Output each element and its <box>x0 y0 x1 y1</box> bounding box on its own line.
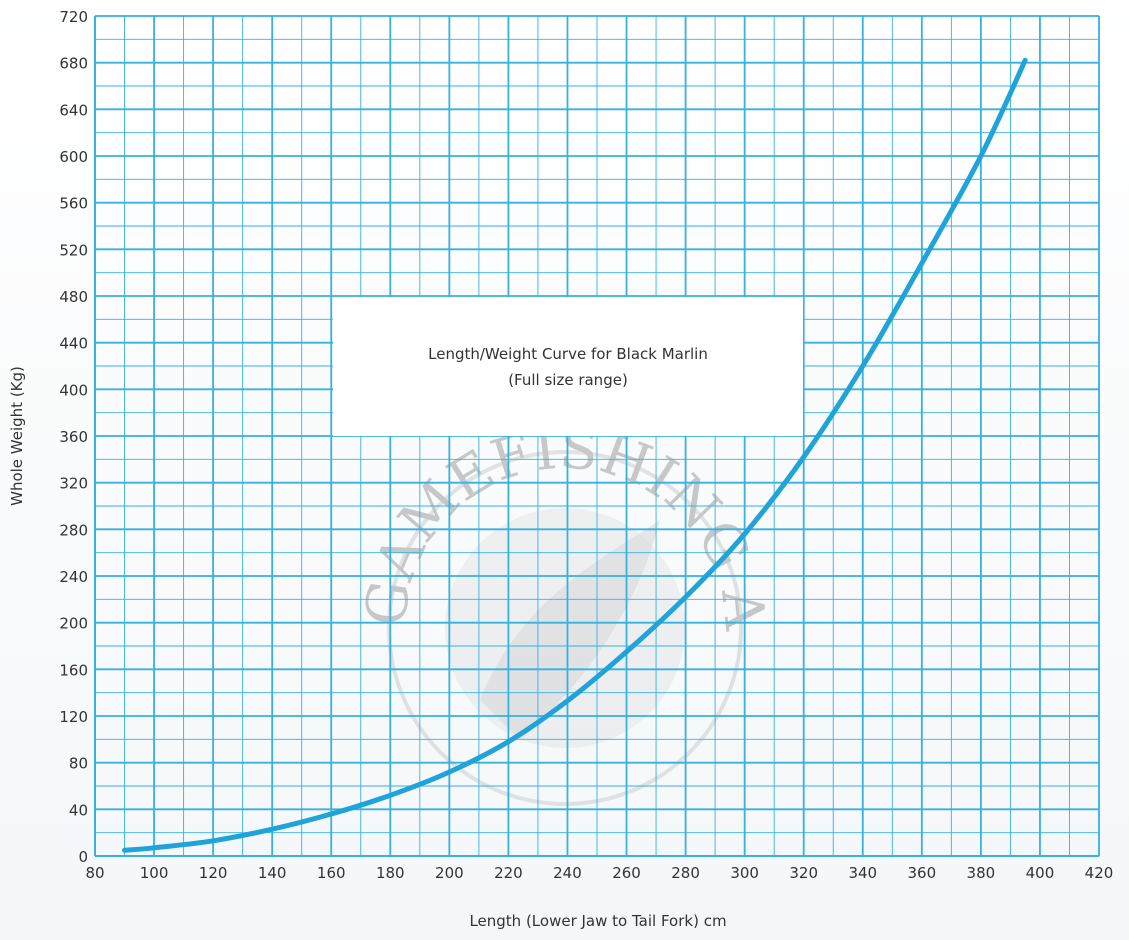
x-tick-label: 80 <box>85 864 104 882</box>
y-axis-label: Whole Weight (Kg) <box>8 366 26 506</box>
x-tick-label: 240 <box>553 864 582 882</box>
y-tick-label: 200 <box>59 615 88 633</box>
x-tick-label: 280 <box>671 864 700 882</box>
x-tick-label: 420 <box>1085 864 1114 882</box>
y-tick-label: 600 <box>59 148 88 166</box>
x-tick-label: 160 <box>317 864 346 882</box>
y-tick-label: 160 <box>59 661 88 679</box>
title-box <box>333 297 803 436</box>
chart-title: Length/Weight Curve for Black Marlin <box>428 345 708 363</box>
x-tick-label: 100 <box>140 864 169 882</box>
y-tick-label: 320 <box>59 475 88 493</box>
y-tick-label: 240 <box>59 568 88 586</box>
y-tick-label: 560 <box>59 195 88 213</box>
y-tick-label: 520 <box>59 241 88 259</box>
x-axis-label: Length (Lower Jaw to Tail Fork) cm <box>469 912 726 930</box>
x-tick-label: 360 <box>908 864 937 882</box>
x-tick-label: 340 <box>848 864 877 882</box>
x-tick-label: 120 <box>199 864 228 882</box>
x-tick-label: 140 <box>258 864 287 882</box>
y-tick-label: 120 <box>59 708 88 726</box>
y-tick-label: 80 <box>69 755 88 773</box>
y-tick-label: 720 <box>59 8 88 26</box>
chart-subtitle: (Full size range) <box>508 371 628 389</box>
x-tick-label: 260 <box>612 864 641 882</box>
x-tick-label: 200 <box>435 864 464 882</box>
weight-curve-line <box>122 57 1028 853</box>
x-tick-label: 400 <box>1026 864 1055 882</box>
y-tick-label: 360 <box>59 428 88 446</box>
x-tick-label: 300 <box>730 864 759 882</box>
x-tick-label: 320 <box>789 864 818 882</box>
x-tick-label: 380 <box>967 864 996 882</box>
y-tick-label: 0 <box>78 848 88 866</box>
y-tick-label: 40 <box>69 801 88 819</box>
x-tick-label: 180 <box>376 864 405 882</box>
y-axis-ticks: 0 40 80 120 160 200 240 280 320 360 400 440 480 520 56… <box>59 8 88 866</box>
y-tick-label: 440 <box>59 335 88 353</box>
chart-grid <box>94 15 1100 857</box>
y-tick-label: 640 <box>59 101 88 119</box>
y-tick-label: 280 <box>59 521 88 539</box>
x-tick-label: 220 <box>494 864 523 882</box>
y-tick-label: 480 <box>59 288 88 306</box>
y-tick-label: 400 <box>59 381 88 399</box>
y-tick-label: 680 <box>59 55 88 73</box>
x-axis-ticks: 80 100 120 140 160 180 200 220 240 260 280 300 320 34… <box>85 864 1113 882</box>
